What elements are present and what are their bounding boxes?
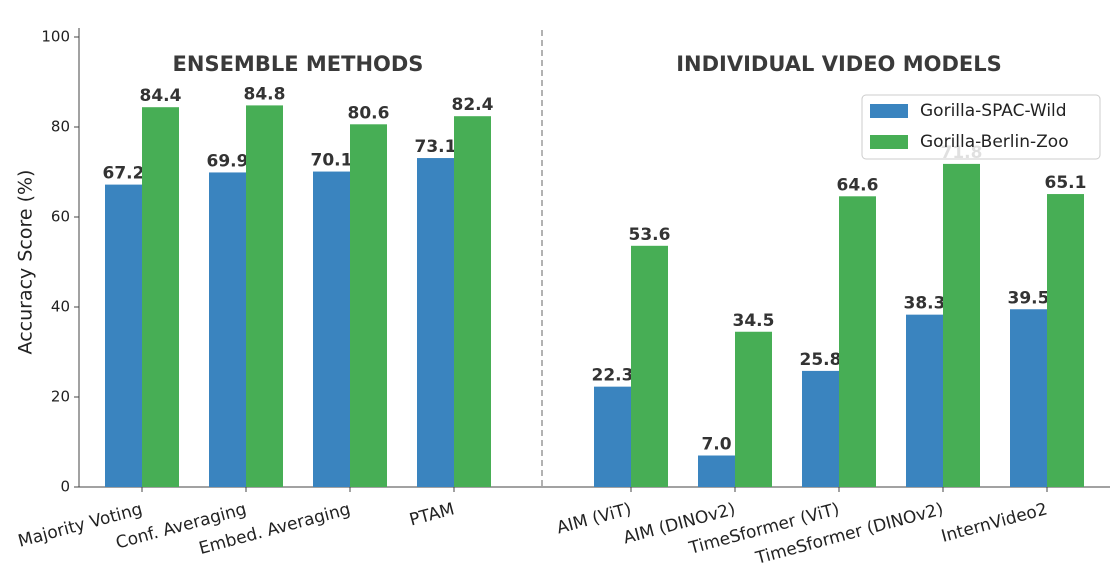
value-label: 7.0 xyxy=(701,435,731,455)
x-tick-label: PTAM xyxy=(407,499,456,530)
bar xyxy=(1047,194,1084,488)
bar xyxy=(417,158,454,488)
section-title: INDIVIDUAL VIDEO MODELS xyxy=(676,52,1002,76)
bar xyxy=(209,172,246,487)
value-label: 69.9 xyxy=(207,151,249,171)
bar xyxy=(631,245,668,487)
bar xyxy=(1010,309,1047,487)
y-tick-label: 0 xyxy=(60,478,70,496)
bar xyxy=(105,184,142,487)
bar xyxy=(594,386,631,487)
bar xyxy=(142,107,179,487)
y-tick-label: 80 xyxy=(51,118,70,136)
value-label: 53.6 xyxy=(629,225,671,245)
y-tick-label: 20 xyxy=(51,388,70,406)
legend-label: Gorilla-SPAC-Wild xyxy=(920,101,1067,121)
bar xyxy=(313,171,350,488)
value-label: 82.4 xyxy=(452,95,494,115)
bar xyxy=(802,370,839,487)
value-label: 34.5 xyxy=(733,311,775,331)
legend-swatch xyxy=(870,104,908,118)
value-label: 70.1 xyxy=(311,151,353,171)
legend-label: Gorilla-Berlin-Zoo xyxy=(920,132,1069,152)
value-label: 84.8 xyxy=(244,84,286,104)
value-label: 38.3 xyxy=(904,294,946,314)
value-label: 39.5 xyxy=(1008,288,1050,308)
value-label: 64.6 xyxy=(837,175,879,195)
y-axis-label: Accuracy Score (%) xyxy=(15,170,37,355)
value-label: 73.1 xyxy=(415,137,457,157)
bar xyxy=(943,163,980,487)
legend-swatch xyxy=(870,135,908,149)
section-title: ENSEMBLE METHODS xyxy=(173,52,424,76)
bar xyxy=(839,196,876,488)
y-tick-label: 100 xyxy=(41,28,70,46)
x-tick-label: InternVideo2 xyxy=(939,499,1049,546)
y-tick-label: 60 xyxy=(51,208,70,226)
value-label: 22.3 xyxy=(592,366,634,386)
value-label: 84.4 xyxy=(140,86,182,106)
bar xyxy=(246,105,283,488)
bar xyxy=(698,455,735,487)
bar xyxy=(350,124,387,488)
value-label: 80.6 xyxy=(348,103,390,123)
value-label: 67.2 xyxy=(103,164,145,184)
bar xyxy=(735,331,772,487)
value-label: 65.1 xyxy=(1045,173,1087,193)
legend-box xyxy=(861,94,1101,160)
bar xyxy=(454,116,491,487)
y-tick-label: 40 xyxy=(51,298,70,316)
value-label: 25.8 xyxy=(800,350,842,370)
bar xyxy=(906,314,943,487)
